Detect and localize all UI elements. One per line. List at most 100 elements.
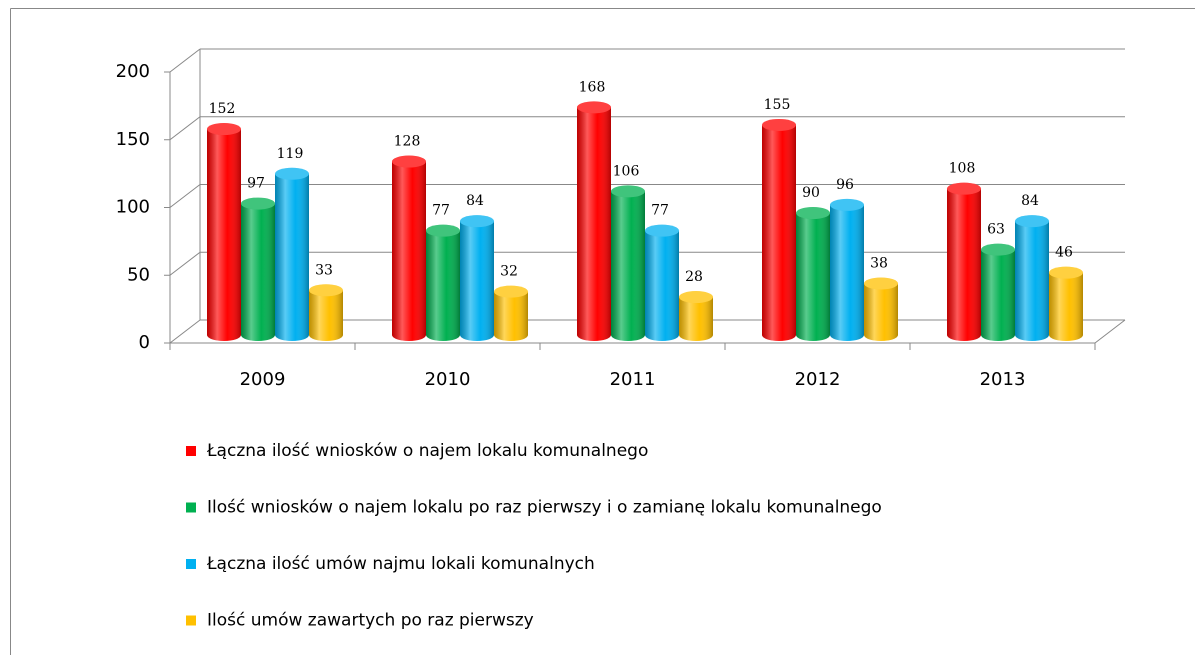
bar-top-highlight [309,284,343,297]
legend-swatch [186,502,196,513]
value-label: 84 [466,193,484,209]
bar-body-shade [830,204,864,335]
value-label: 77 [432,203,450,219]
bar [645,224,679,341]
bar-top-highlight [460,215,494,228]
y-tick-label: 200 [116,61,150,82]
bar-body-shade [864,283,898,335]
x-tick-label: 2009 [240,369,286,390]
value-label: 46 [1055,245,1073,261]
y-tick-label: 150 [116,129,150,150]
value-label: 97 [247,176,265,192]
grid-line-side [169,116,201,141]
bar [981,243,1015,341]
value-label: 119 [277,146,304,162]
grid-line-side [169,251,201,276]
bar-top-highlight [392,155,426,168]
bar-top [830,198,864,211]
legend-swatch [186,446,196,456]
legend-label: Łączna ilość umów najmu lokali komunalny… [206,554,595,574]
value-label: 128 [394,134,421,150]
grid-line-side [169,184,201,208]
bar-top [947,182,981,195]
bar-body-shade [762,124,796,335]
bar [864,277,898,341]
legend-swatch [186,615,196,626]
bar-top-highlight [426,224,460,237]
y-tick-label: 50 [127,264,150,285]
bar-body-shade [981,249,1015,335]
value-label: 155 [764,97,791,113]
y-tick-label: 0 [139,332,150,353]
bar-top-highlight [864,277,898,290]
bar-body-shade [241,203,275,335]
bar-top [611,185,645,198]
bar-top [796,207,830,220]
value-label: 108 [949,161,976,177]
bar [494,285,528,341]
bar-body-shade [460,221,494,335]
bar [1015,215,1049,341]
bar-body-shade [1049,272,1083,335]
bar [577,101,611,341]
value-label: 152 [209,101,236,117]
y-tick-label: 100 [116,197,150,218]
bar-top-highlight [981,243,1015,256]
bar-top [309,284,343,297]
bar-top-highlight [241,197,275,210]
bar-body-shade [392,161,426,335]
bar-top-highlight [679,291,713,304]
bar-body-shade [309,290,343,335]
bar-top [494,285,528,298]
bar-top [1049,266,1083,279]
legend-swatch [186,559,196,569]
bar-body-shade [1015,221,1049,335]
bar-top-highlight [577,101,611,114]
bar [947,182,981,341]
bar-body-shade [611,191,645,335]
bar-top [645,224,679,237]
bar [796,207,830,341]
bar-top-highlight [1049,266,1083,279]
bar [460,215,494,341]
bar-top [426,224,460,237]
bar [309,284,343,341]
bar-top [241,197,275,210]
legend-label: Ilość wniosków o najem lokalu po raz pie… [207,498,882,518]
bar-top [762,118,796,131]
bar-top [679,291,713,304]
grid-line-side [169,319,201,344]
value-label: 33 [315,262,333,278]
bar-top [577,101,611,114]
bar-body-shade [494,291,528,335]
bar-top-highlight [207,123,241,136]
legend-label: Ilość umów zawartych po raz pierwszy [207,611,534,631]
grid-line-side [169,48,201,73]
bar-top-highlight [611,185,645,198]
bar-top-highlight [947,182,981,195]
bar-top [207,123,241,136]
value-label: 106 [613,163,640,179]
bar-body-shade [796,213,830,335]
bar-body-shade [947,188,981,335]
bar-top-highlight [494,285,528,298]
bar [241,197,275,341]
bar-top-highlight [796,207,830,220]
bar-body-shade [207,129,241,335]
bar [275,167,309,341]
bar-body-shade [577,107,611,335]
value-label: 168 [579,79,606,95]
bar [830,198,864,341]
bar-body-shade [645,230,679,335]
bar-body-shade [679,297,713,335]
x-tick-label: 2013 [980,369,1026,390]
value-label: 63 [987,222,1005,238]
value-label: 96 [836,177,854,193]
bar-top [981,243,1015,256]
value-label: 32 [500,264,518,280]
floor-right [1094,319,1126,344]
bar-top [460,215,494,228]
bar-top-highlight [275,167,309,180]
value-label: 38 [870,256,888,272]
bar [1049,266,1083,341]
